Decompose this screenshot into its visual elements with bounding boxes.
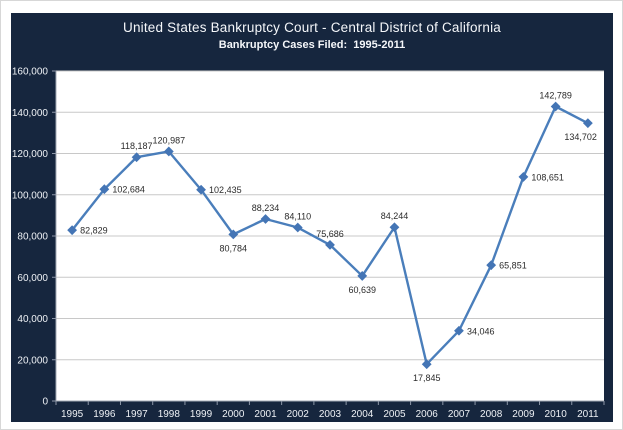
svg-text:20,000: 20,000 <box>17 355 48 366</box>
svg-text:2008: 2008 <box>480 409 503 420</box>
svg-text:2006: 2006 <box>416 409 439 420</box>
line-chart-plot: 0 20,000 40,000 60,000 80,000 100,000 120,000 1… <box>12 67 605 420</box>
svg-text:84,110: 84,110 <box>284 212 311 222</box>
svg-text:100,000: 100,000 <box>12 190 49 201</box>
svg-text:2000: 2000 <box>222 409 245 420</box>
svg-text:1995: 1995 <box>61 409 84 420</box>
svg-text:40,000: 40,000 <box>17 314 48 325</box>
svg-text:102,435: 102,435 <box>209 185 242 195</box>
chart-subtitle: Bankruptcy Cases Filed: 1995-2011 <box>218 39 406 51</box>
svg-text:2002: 2002 <box>287 409 310 420</box>
svg-text:118,187: 118,187 <box>121 141 153 151</box>
svg-text:142,789: 142,789 <box>539 90 572 100</box>
svg-text:140,000: 140,000 <box>12 108 49 119</box>
svg-text:2001: 2001 <box>254 409 277 420</box>
svg-text:102,684: 102,684 <box>112 185 145 195</box>
svg-text:75,686: 75,686 <box>316 229 344 239</box>
svg-text:60,000: 60,000 <box>17 273 48 284</box>
svg-text:120,000: 120,000 <box>12 149 49 160</box>
svg-text:17,845: 17,845 <box>413 373 441 383</box>
svg-text:80,000: 80,000 <box>17 232 48 243</box>
chart-frame: United States Bankruptcy Court - Central… <box>11 13 613 422</box>
svg-text:2010: 2010 <box>545 409 568 420</box>
svg-text:2011: 2011 <box>577 409 599 420</box>
svg-text:1996: 1996 <box>93 409 116 420</box>
svg-text:160,000: 160,000 <box>12 67 49 78</box>
svg-text:1999: 1999 <box>190 409 213 420</box>
svg-text:0: 0 <box>42 397 48 408</box>
svg-text:84,244: 84,244 <box>381 211 409 221</box>
svg-text:65,851: 65,851 <box>499 261 527 271</box>
svg-text:2004: 2004 <box>351 409 374 420</box>
svg-text:120,987: 120,987 <box>153 135 186 145</box>
svg-text:60,639: 60,639 <box>348 285 376 295</box>
svg-text:2005: 2005 <box>383 409 406 420</box>
svg-text:2007: 2007 <box>448 409 471 420</box>
svg-text:1998: 1998 <box>158 409 181 420</box>
svg-text:88,234: 88,234 <box>252 203 280 213</box>
svg-text:80,784: 80,784 <box>220 243 248 253</box>
svg-text:82,829: 82,829 <box>80 226 108 236</box>
svg-text:1997: 1997 <box>125 409 148 420</box>
svg-text:2009: 2009 <box>512 409 535 420</box>
svg-text:34,046: 34,046 <box>467 326 495 336</box>
chart-title: United States Bankruptcy Court - Central… <box>123 20 501 35</box>
svg-text:2003: 2003 <box>319 409 342 420</box>
svg-text:134,702: 134,702 <box>564 132 597 142</box>
svg-text:108,651: 108,651 <box>531 172 564 182</box>
